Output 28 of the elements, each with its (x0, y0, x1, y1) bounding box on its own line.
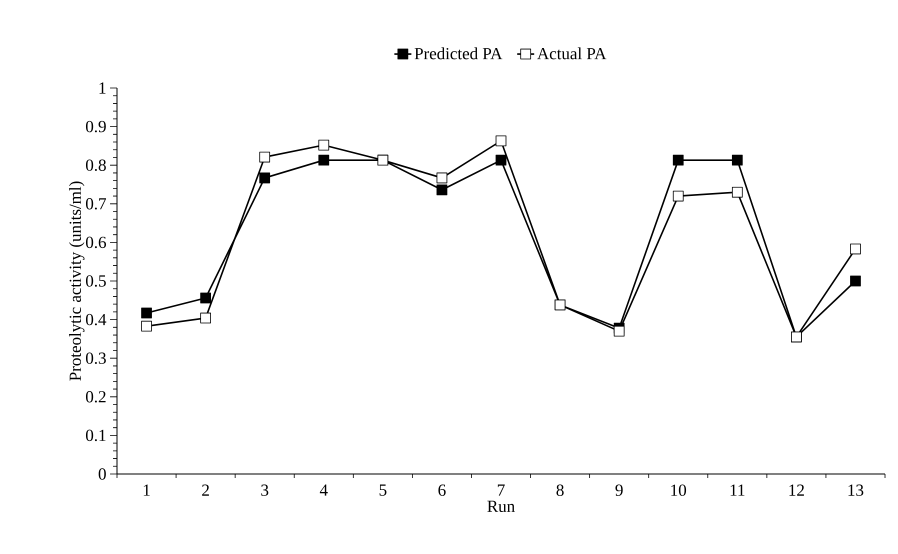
legend-label: Predicted PA (414, 47, 502, 60)
x-axis-title: Run (487, 500, 515, 512)
y-tick-label: 0 (98, 468, 106, 480)
y-tick-label: 0.7 (86, 198, 106, 210)
y-tick-label: 1 (100, 82, 106, 94)
x-tick-label: 1 (144, 484, 150, 496)
x-tick-label: 4 (320, 484, 328, 496)
y-tick-label: 0.5 (86, 275, 106, 287)
x-tick-label: 12 (789, 484, 804, 496)
x-tick-label: 8 (556, 484, 564, 496)
y-axis-title: Proteolytic activity (units/ml) (69, 182, 84, 381)
y-tick-label: 0.3 (86, 352, 106, 364)
y-tick-label: 0.6 (86, 236, 106, 248)
x-tick-label: 2 (202, 484, 209, 496)
x-tick-label: 13 (848, 484, 864, 496)
x-tick-label: 5 (380, 484, 386, 496)
x-tick-label: 11 (730, 484, 744, 496)
y-tick-label: 0.1 (86, 430, 106, 442)
x-tick-label: 3 (261, 484, 268, 496)
y-tick-label: 0.4 (86, 314, 106, 326)
x-tick-label: 10 (671, 484, 686, 496)
x-tick-label: 9 (615, 484, 623, 496)
x-tick-label: 6 (438, 484, 446, 496)
y-tick-label: 0.2 (86, 391, 106, 403)
x-tick-label: 7 (498, 484, 505, 496)
y-tick-label: 0.8 (86, 159, 106, 171)
legend-label: Actual PA (537, 47, 606, 60)
y-tick-label: 0.9 (86, 120, 106, 132)
